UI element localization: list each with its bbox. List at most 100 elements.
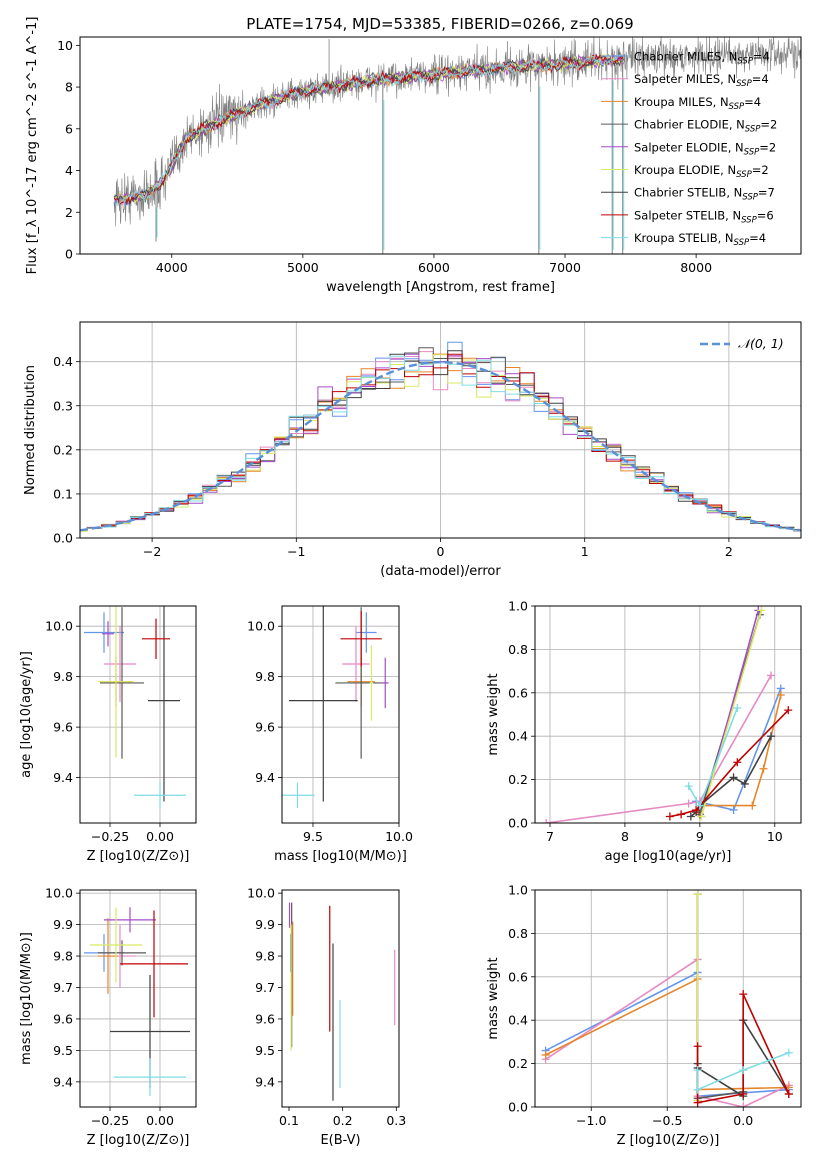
x-tick-label: 7000 bbox=[549, 260, 581, 275]
legend-subscript: SSP bbox=[736, 170, 752, 180]
weight-marker-salpeter-stelib bbox=[739, 1089, 748, 1098]
legend-label-chabrier-miles: Chabrier MILES, NSSP=4 bbox=[634, 50, 770, 67]
y-tick-label: 0.3 bbox=[53, 398, 73, 413]
legend-label-salpeter-miles: Salpeter MILES, NSSP=4 bbox=[634, 72, 769, 89]
weight-marker-salpeter-stelib bbox=[692, 805, 701, 814]
mass-vs-ebv-plot-area bbox=[288, 902, 396, 1101]
residual-histogram-ylabel: Normed distribution bbox=[23, 365, 38, 495]
legend-label-kroupa-elodie: Kroupa ELODIE, NSSP=2 bbox=[634, 163, 769, 180]
y-tick-label: 9.6 bbox=[53, 1011, 73, 1026]
spectrum-plot-area bbox=[113, 37, 801, 254]
x-tick-label: −0.5 bbox=[652, 1113, 682, 1128]
weight-marker-salpeter-miles bbox=[684, 799, 693, 808]
y-tick-label: 9.8 bbox=[53, 669, 73, 684]
mass-vs-ebv-frame bbox=[281, 889, 400, 1108]
y-tick-label: 0.8 bbox=[508, 642, 528, 657]
y-tick-label: 9.8 bbox=[255, 669, 275, 684]
weight-marker-kroupa-miles bbox=[776, 690, 785, 699]
y-tick-label: 0.0 bbox=[53, 531, 73, 546]
legend-subscript: SSP bbox=[741, 215, 757, 225]
y-tick-label: 0.8 bbox=[508, 926, 528, 941]
y-tick-label: 2 bbox=[65, 205, 73, 220]
weight-line-kroupa-stelib bbox=[696, 1052, 790, 1091]
age-vs-z-frame bbox=[79, 605, 197, 824]
y-tick-label: 0.0 bbox=[508, 816, 528, 831]
y-tick-label: 0.4 bbox=[508, 729, 528, 744]
legend-subscript: SSP bbox=[742, 193, 758, 203]
mass-weight-vs-z-xlabel: Z [log10(Z/Z⊙)] bbox=[617, 1133, 720, 1148]
normal-curve bbox=[80, 360, 801, 532]
y-tick-label: 0.4 bbox=[53, 354, 73, 369]
weight-marker-chabrier-miles bbox=[729, 805, 738, 814]
legend-subscript: SSP bbox=[737, 57, 753, 67]
y-tick-label: 0.2 bbox=[508, 772, 528, 787]
y-tick-label: 9.4 bbox=[255, 770, 275, 785]
legend-subscript: SSP bbox=[745, 125, 761, 135]
age-vs-mass-frame bbox=[281, 605, 400, 824]
x-tick-label: −0.25 bbox=[91, 829, 129, 844]
weight-line-chabrier-stelib bbox=[690, 735, 772, 818]
age-vs-mass-panel: 9.5 10.0 9.4 9.6 9.8 10.0 mass [log10(M/M⊙)] bbox=[247, 605, 413, 864]
weight-marker-chabrier-stelib bbox=[740, 779, 749, 788]
weight-marker-chabrier-stelib bbox=[767, 732, 776, 741]
y-tick-label: 0 bbox=[65, 247, 73, 262]
weight-marker-kroupa-stelib bbox=[733, 703, 742, 712]
weight-marker-kroupa-miles bbox=[541, 1050, 550, 1059]
weight-marker-salpeter-miles bbox=[767, 671, 776, 680]
x-tick-label: 0 bbox=[437, 544, 445, 559]
spectrum-frame bbox=[79, 36, 802, 255]
weight-marker-chabrier-stelib bbox=[729, 773, 738, 782]
x-tick-label: −1 bbox=[287, 544, 305, 559]
weight-marker-kroupa-stelib bbox=[684, 782, 693, 791]
age-vs-mass-xlabel: mass [log10(M/M⊙)] bbox=[274, 849, 407, 864]
weight-marker-kroupa-stelib bbox=[693, 1066, 702, 1075]
mass-vs-z-panel: −0.25 0.00 9.4 9.5 9.6 9.7 9.8 9.9 10.0 Z [log10(… bbox=[19, 886, 197, 1148]
x-tick-label: 8 bbox=[621, 829, 629, 844]
weight-marker-salpeter-stelib bbox=[693, 1042, 702, 1051]
spectrum-model-salpeter-stelib bbox=[113, 53, 625, 205]
y-tick-label: 9.7 bbox=[53, 980, 73, 995]
x-tick-label: 9 bbox=[696, 829, 704, 844]
mass-weight-vs-age-ylabel: mass weight bbox=[486, 673, 501, 755]
legend-label-chabrier-stelib: Chabrier STELIB, NSSP=7 bbox=[634, 186, 775, 203]
y-tick-label: 9.6 bbox=[53, 720, 73, 735]
weight-marker-kroupa-miles bbox=[759, 764, 768, 773]
y-tick-label: 10.0 bbox=[45, 619, 73, 634]
mass-vs-ebv-panel: 0.1 0.2 0.3 9.4 9.5 9.6 9.7 9.8 9.9 10.0 E(B-V) bbox=[247, 886, 406, 1148]
x-tick-label: 0.00 bbox=[146, 1113, 174, 1128]
residual-histogram-xlabel: (data-model)/error bbox=[380, 564, 501, 579]
weight-marker-kroupa-stelib bbox=[695, 801, 704, 810]
legend-count: =2 bbox=[760, 118, 777, 132]
weight-marker-kroupa-elodie bbox=[693, 890, 702, 899]
weight-marker-salpeter-stelib bbox=[665, 812, 674, 821]
residual-histogram-plot-area bbox=[80, 341, 801, 532]
age-vs-z-xlabel: Z [log10(Z/Z⊙)] bbox=[87, 849, 190, 864]
weight-marker-salpeter-stelib bbox=[693, 1098, 702, 1107]
legend-subscript: SSP bbox=[736, 79, 752, 89]
weight-marker-kroupa-stelib bbox=[693, 1085, 702, 1094]
x-tick-label: 9.5 bbox=[303, 829, 323, 844]
legend-subscript: SSP bbox=[729, 102, 745, 112]
legend-label-salpeter-elodie: Salpeter ELODIE, NSSP=2 bbox=[634, 140, 776, 157]
weight-marker-salpeter-stelib bbox=[784, 706, 793, 715]
y-tick-label: 9.5 bbox=[255, 1043, 275, 1058]
spectrum-ylabel: Flux [f_λ 10^-17 erg cm^-2 s^-1 A^-1] bbox=[25, 17, 40, 275]
y-tick-label: 0.1 bbox=[53, 486, 73, 501]
y-tick-label: 1.0 bbox=[508, 883, 528, 898]
weight-marker-chabrier-stelib bbox=[686, 812, 695, 821]
weight-marker-kroupa-stelib bbox=[739, 1066, 748, 1075]
x-tick-label: 2 bbox=[725, 544, 733, 559]
age-vs-z-plot-area bbox=[84, 606, 186, 808]
x-tick-label: −1.0 bbox=[576, 1113, 606, 1128]
y-tick-label: 9.9 bbox=[255, 917, 275, 932]
mass-vs-z-xlabel: Z [log10(Z/Z⊙)] bbox=[87, 1133, 190, 1148]
y-tick-label: 10.0 bbox=[247, 886, 275, 901]
histogram-kroupa-stelib bbox=[80, 355, 801, 531]
y-tick-label: 9.6 bbox=[255, 1011, 275, 1026]
y-tick-label: 0.2 bbox=[508, 1056, 528, 1071]
x-tick-label: −0.25 bbox=[91, 1113, 129, 1128]
y-tick-label: 0.6 bbox=[508, 969, 528, 984]
x-tick-label: 7 bbox=[546, 829, 554, 844]
mass-weight-vs-age-frame bbox=[534, 605, 802, 824]
